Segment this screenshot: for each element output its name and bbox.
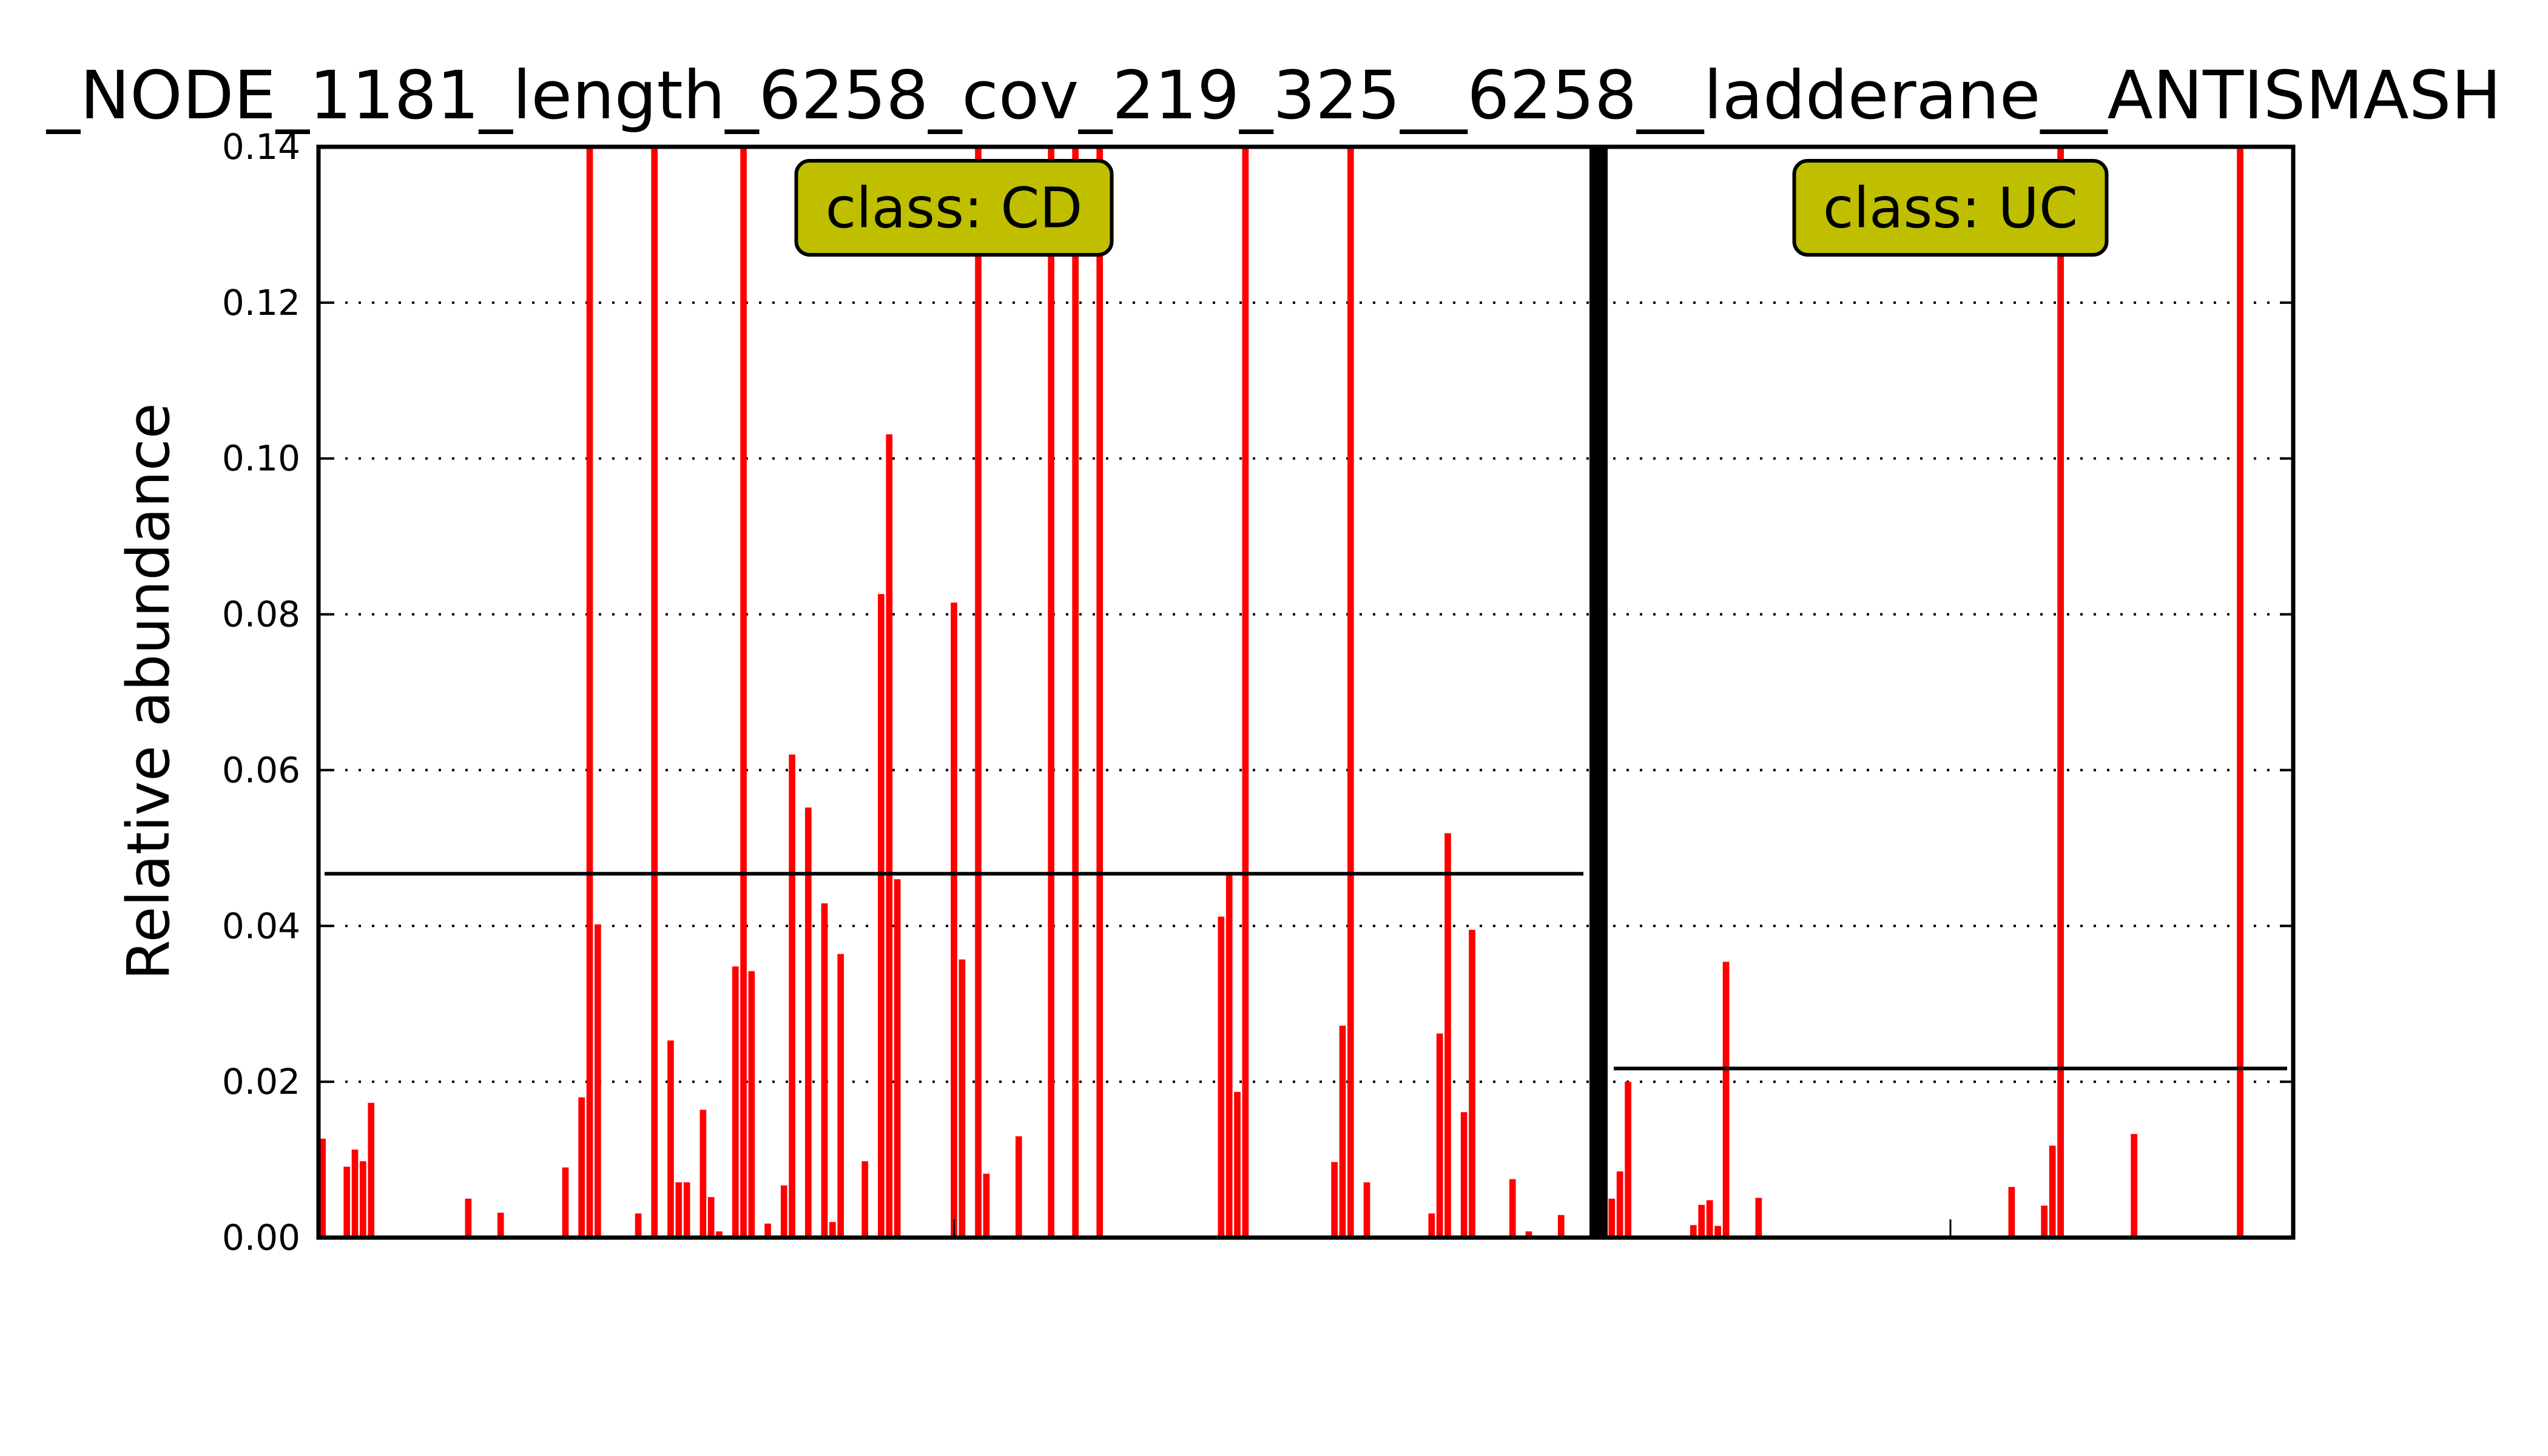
bar xyxy=(2008,1187,2015,1238)
bar xyxy=(1331,1162,1338,1238)
bar xyxy=(1625,1082,1632,1238)
bar xyxy=(878,594,885,1238)
bar xyxy=(2131,1134,2138,1238)
bar xyxy=(1339,1025,1346,1238)
bar xyxy=(1444,833,1451,1238)
bar xyxy=(1428,1213,1435,1238)
bar xyxy=(894,879,901,1238)
bar xyxy=(707,1197,715,1238)
bar xyxy=(2057,147,2064,1238)
bar xyxy=(1363,1182,1370,1238)
class-label: class: UC xyxy=(1823,176,2078,241)
bar xyxy=(675,1182,682,1238)
y-tick-label: 0.14 xyxy=(222,126,300,167)
bar xyxy=(2237,147,2243,1238)
bar xyxy=(497,1212,504,1238)
bar xyxy=(368,1102,375,1238)
bar xyxy=(465,1198,472,1238)
bar xyxy=(975,147,982,1238)
bar xyxy=(1072,147,1079,1238)
bar xyxy=(789,754,795,1238)
bar xyxy=(1608,1198,1616,1238)
bar xyxy=(1706,1200,1713,1238)
bar xyxy=(748,971,755,1238)
bar xyxy=(1557,1215,1565,1238)
bar xyxy=(360,1161,366,1238)
bar xyxy=(861,1161,869,1238)
bar xyxy=(667,1040,674,1238)
bar xyxy=(1436,1033,1443,1238)
bar xyxy=(764,1223,771,1238)
bar xyxy=(1469,929,1475,1238)
bar xyxy=(699,1110,707,1238)
bar xyxy=(959,959,966,1238)
bar xyxy=(716,1231,723,1238)
bar xyxy=(780,1185,787,1238)
plot-area: 0.00 0.02 0.04 0.06 0.08 0.10 0.12 0.14 class: C… xyxy=(222,126,2296,1258)
bar xyxy=(740,147,747,1238)
bar xyxy=(343,1167,351,1238)
bar xyxy=(983,1173,990,1238)
bar xyxy=(2049,1145,2056,1238)
bar xyxy=(351,1149,359,1238)
bar xyxy=(732,966,739,1238)
y-tick-label: 0.10 xyxy=(222,438,300,479)
class-label-box xyxy=(794,159,1114,257)
bar xyxy=(1234,1091,1241,1238)
bar xyxy=(683,1182,690,1238)
bar xyxy=(1460,1112,1468,1238)
bar xyxy=(837,954,844,1238)
bar xyxy=(1509,1179,1516,1238)
bar xyxy=(562,1167,569,1238)
bar xyxy=(635,1213,642,1238)
y-tick-label: 0.00 xyxy=(222,1217,300,1258)
bar xyxy=(951,602,957,1238)
bar xyxy=(651,147,658,1238)
bar xyxy=(1347,147,1354,1238)
bar xyxy=(1048,147,1054,1238)
bar xyxy=(1722,962,1730,1238)
y-tick-label: 0.06 xyxy=(222,749,300,790)
bar xyxy=(1096,147,1104,1238)
y-axis-title: Relative abundance xyxy=(115,403,183,980)
y-tick-label: 0.12 xyxy=(222,282,300,323)
bar xyxy=(319,1138,326,1238)
bar xyxy=(1698,1205,1705,1238)
bar xyxy=(1690,1225,1697,1238)
bar xyxy=(1616,1171,1623,1238)
bar xyxy=(804,807,812,1238)
class-label-box xyxy=(1792,159,2109,257)
bar xyxy=(821,903,828,1238)
bar xyxy=(1225,872,1233,1238)
bar xyxy=(586,147,593,1238)
y-tick-label: 0.08 xyxy=(222,594,300,635)
chart-title: _NODE_1181_length_6258_cov_219_325__6258… xyxy=(46,56,2501,134)
bar xyxy=(1714,1225,1721,1238)
bar xyxy=(2041,1205,2048,1238)
bar xyxy=(1525,1231,1532,1238)
bar xyxy=(1218,916,1225,1238)
bar xyxy=(595,924,601,1238)
class-label: class: CD xyxy=(826,176,1083,241)
y-tick-label: 0.04 xyxy=(222,905,300,946)
bar xyxy=(1015,1136,1022,1238)
panel-separator xyxy=(1589,147,1608,1238)
bar xyxy=(1242,147,1249,1238)
bar xyxy=(829,1222,836,1238)
plot-frame xyxy=(316,144,2296,1240)
bar xyxy=(578,1097,585,1238)
y-tick-label: 0.02 xyxy=(222,1061,300,1102)
bar xyxy=(886,434,893,1238)
bar xyxy=(1755,1198,1762,1238)
